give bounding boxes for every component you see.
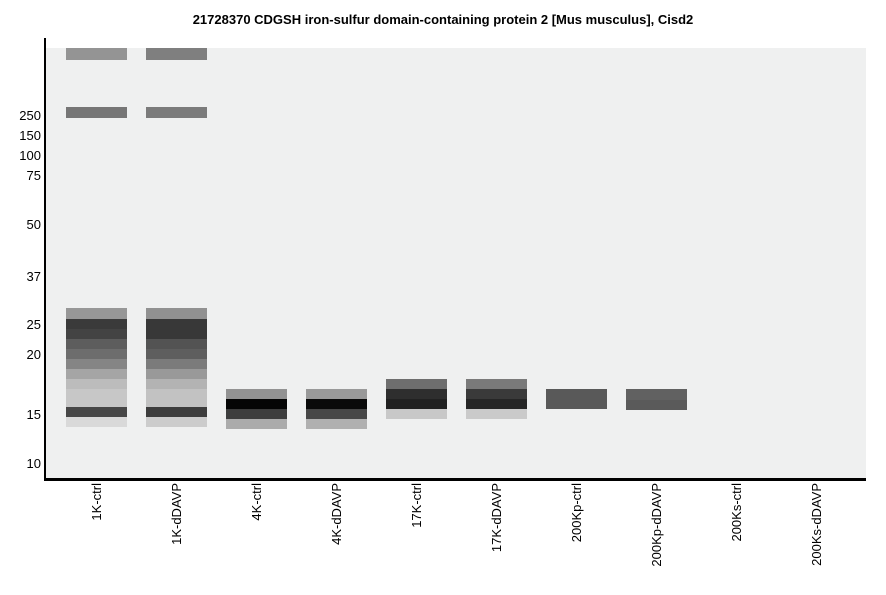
gel-band: [466, 379, 527, 389]
x-axis-line: [44, 478, 866, 481]
gel-band: [146, 379, 207, 389]
x-tick-label: 17K-ctrl: [408, 483, 424, 528]
gel-band: [466, 409, 527, 419]
gel-band: [306, 399, 367, 409]
gel-band: [386, 399, 447, 409]
y-tick-label: 75: [26, 168, 41, 183]
gel-band: [146, 319, 207, 339]
x-tick-label: 1K-dDAVP: [168, 483, 184, 545]
gel-band: [146, 417, 207, 427]
gel-band: [66, 369, 127, 379]
gel-band: [306, 409, 367, 419]
gel-band: [626, 400, 687, 410]
gel-band: [226, 389, 287, 399]
gel-band: [466, 399, 527, 409]
gel-band: [146, 339, 207, 349]
gel-band: [306, 419, 367, 429]
gel-band: [466, 389, 527, 399]
gel-band: [226, 419, 287, 429]
gel-band: [66, 389, 127, 407]
y-tick-label: 50: [26, 217, 41, 232]
chart-title: 21728370 CDGSH iron-sulfur domain-contai…: [192, 12, 694, 27]
x-tick-label: 17K-dDAVP: [488, 483, 504, 553]
gel-band: [386, 389, 447, 399]
y-tick-label: 20: [26, 347, 41, 362]
gel-band: [66, 48, 127, 60]
x-tick-label: 4K-ctrl: [248, 483, 264, 521]
x-tick-label: 1K-ctrl: [88, 483, 104, 521]
gel-band: [66, 417, 127, 427]
gel-band: [146, 107, 207, 118]
gel-band: [66, 349, 127, 359]
gel-band: [66, 339, 127, 349]
gel-band: [66, 329, 127, 339]
y-tick-label: 10: [26, 456, 41, 471]
gel-band: [66, 107, 127, 118]
y-tick-label: 15: [26, 407, 41, 422]
x-tick-label: 200Ks-ctrl: [728, 483, 744, 542]
gel-band: [66, 308, 127, 319]
gel-band: [146, 359, 207, 369]
gel-band: [386, 379, 447, 389]
gel-band: [306, 389, 367, 399]
gel-band: [226, 409, 287, 419]
gel-band: [546, 389, 607, 409]
gel-band: [66, 319, 127, 329]
gel-band: [386, 409, 447, 419]
gel-band: [226, 399, 287, 409]
gel-band: [146, 407, 207, 417]
y-tick-label: 250: [19, 108, 41, 123]
gel-band: [146, 389, 207, 407]
x-tick-label: 200Kp-dDAVP: [648, 483, 664, 567]
x-tick-label: 4K-dDAVP: [328, 483, 344, 545]
gel-band: [626, 389, 687, 400]
gel-band: [66, 407, 127, 417]
y-tick-label: 150: [19, 128, 41, 143]
gel-band: [146, 48, 207, 60]
gel-band: [146, 369, 207, 379]
gel-band: [66, 379, 127, 389]
x-tick-label: 200Kp-ctrl: [568, 483, 584, 543]
y-tick-label: 25: [26, 317, 41, 332]
gel-band: [146, 349, 207, 359]
y-tick-label: 37: [26, 269, 41, 284]
y-axis-line: [44, 38, 46, 481]
y-tick-label: 100: [19, 148, 41, 163]
x-tick-label: 200Ks-dDAVP: [808, 483, 824, 566]
gel-band: [66, 359, 127, 369]
gel-band: [146, 308, 207, 319]
